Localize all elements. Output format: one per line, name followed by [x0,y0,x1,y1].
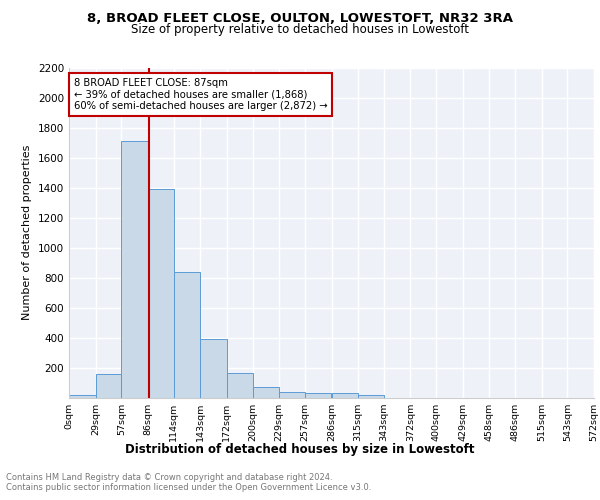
Bar [253,387,279,398]
Bar [95,374,121,398]
Text: 8 BROAD FLEET CLOSE: 87sqm
← 39% of detached houses are smaller (1,868)
60% of s: 8 BROAD FLEET CLOSE: 87sqm ← 39% of deta… [74,78,327,111]
Bar [227,373,253,398]
Text: 8, BROAD FLEET CLOSE, OULTON, LOWESTOFT, NR32 3RA: 8, BROAD FLEET CLOSE, OULTON, LOWESTOFT,… [87,12,513,26]
Bar [69,394,95,398]
Text: Size of property relative to detached houses in Lowestoft: Size of property relative to detached ho… [131,22,469,36]
Y-axis label: Number of detached properties: Number of detached properties [22,145,32,320]
Bar [358,394,384,398]
Bar [121,141,148,398]
Bar [279,392,305,398]
Text: Distribution of detached houses by size in Lowestoft: Distribution of detached houses by size … [125,442,475,456]
Bar [331,393,358,398]
Bar [200,339,227,398]
Text: Contains public sector information licensed under the Open Government Licence v3: Contains public sector information licen… [6,484,371,492]
Bar [305,393,331,398]
Text: Contains HM Land Registry data © Crown copyright and database right 2024.: Contains HM Land Registry data © Crown c… [6,472,332,482]
Bar [173,272,200,398]
Bar [148,189,173,398]
